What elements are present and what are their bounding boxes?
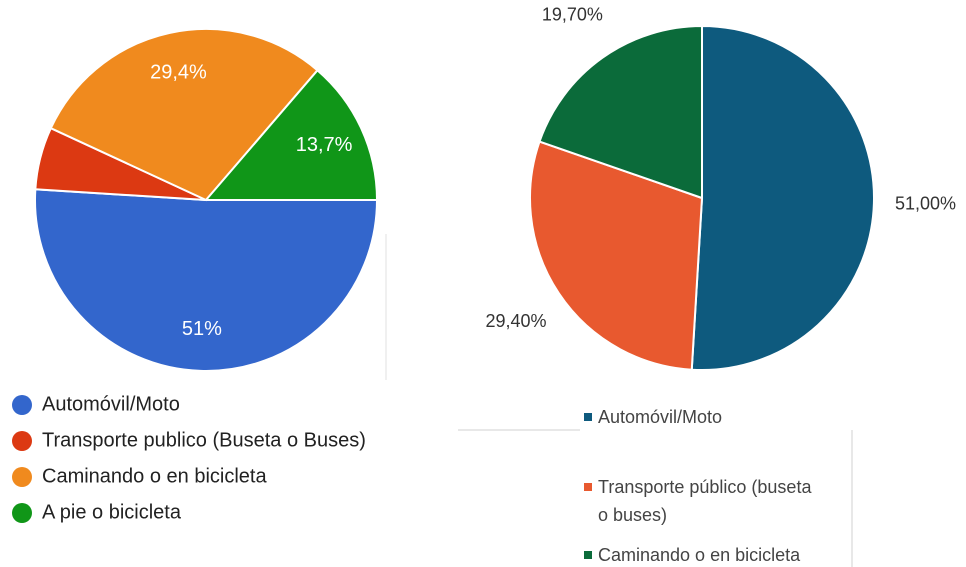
legend-label: A pie o bicicleta	[42, 501, 182, 523]
legend-swatch	[12, 467, 32, 487]
legend-item: Transporte público (buseta o buses)	[584, 473, 824, 529]
data-label: 51%	[182, 318, 222, 340]
legend-label: Transporte publico (Buseta o Buses)	[42, 429, 366, 451]
legend-swatch	[584, 413, 592, 421]
legend-label: Automóvil/Moto	[598, 407, 723, 427]
pie-slice	[690, 24, 876, 371]
pie-slice	[529, 140, 704, 371]
legend-label: Caminando o en bicicleta	[598, 545, 801, 565]
legend-label: Caminando o en bicicleta	[42, 465, 267, 487]
legend-swatch	[12, 395, 32, 415]
legend-label: Automóvil/Moto	[42, 393, 180, 415]
data-label: 19,70%	[542, 5, 603, 25]
pie-slice	[49, 28, 319, 202]
data-label: 13,7%	[296, 134, 353, 156]
legend-swatch	[584, 483, 592, 491]
pie-slice	[203, 68, 379, 201]
legend-swatch	[12, 431, 32, 451]
legend-item: Caminando o en bicicleta	[584, 541, 824, 567]
legend-swatch	[12, 503, 32, 523]
pie-slice	[538, 24, 703, 200]
data-label: 29,40%	[485, 311, 546, 331]
data-label: 51,00%	[895, 193, 956, 213]
legend-label: Transporte público (buseta o buses)	[598, 477, 812, 525]
legend-item: Automóvil/Moto	[584, 403, 824, 431]
pie-slice	[34, 188, 379, 372]
data-label: 29,4%	[150, 61, 207, 83]
legend-swatch	[584, 551, 592, 559]
